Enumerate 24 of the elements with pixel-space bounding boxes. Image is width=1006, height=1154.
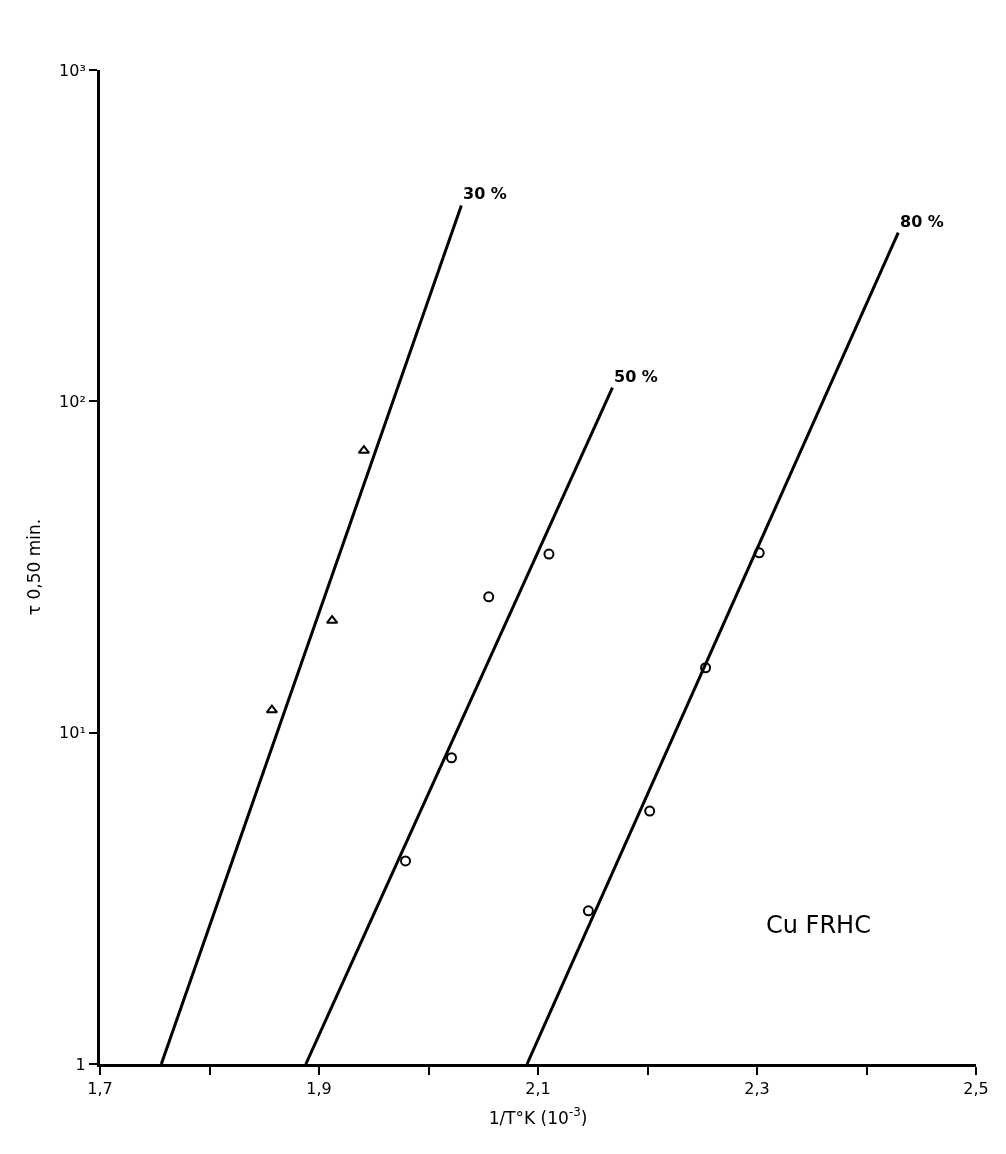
point xyxy=(582,905,594,917)
y-tick-label: 1 xyxy=(75,1054,86,1074)
x-tick-label: 2,1 xyxy=(525,1079,551,1099)
y-tick-label: 10² xyxy=(59,391,86,411)
point xyxy=(483,591,495,603)
annotation: Cu FRHC xyxy=(766,911,871,939)
point xyxy=(265,704,279,714)
point xyxy=(445,752,457,764)
point xyxy=(400,855,412,867)
point xyxy=(644,805,656,817)
annotation: 80 % xyxy=(900,212,944,231)
x-tick-label: 2,5 xyxy=(963,1079,989,1099)
x-tick-label: 1,9 xyxy=(306,1079,332,1099)
x-tick-label: 2,3 xyxy=(744,1079,770,1099)
point xyxy=(543,548,555,560)
y-axis-title: τ 0,50 min. xyxy=(23,518,44,616)
annotation: 30 % xyxy=(463,184,507,203)
y-tick-label: 10¹ xyxy=(59,723,86,743)
x-axis-title: 1/T°K (10$^{-3}$) xyxy=(488,1105,588,1128)
y-tick-label: 10³ xyxy=(59,60,86,80)
point xyxy=(753,547,765,559)
annotation: 50 % xyxy=(614,367,658,386)
point xyxy=(700,662,712,674)
x-tick-label: 1,7 xyxy=(87,1079,113,1099)
